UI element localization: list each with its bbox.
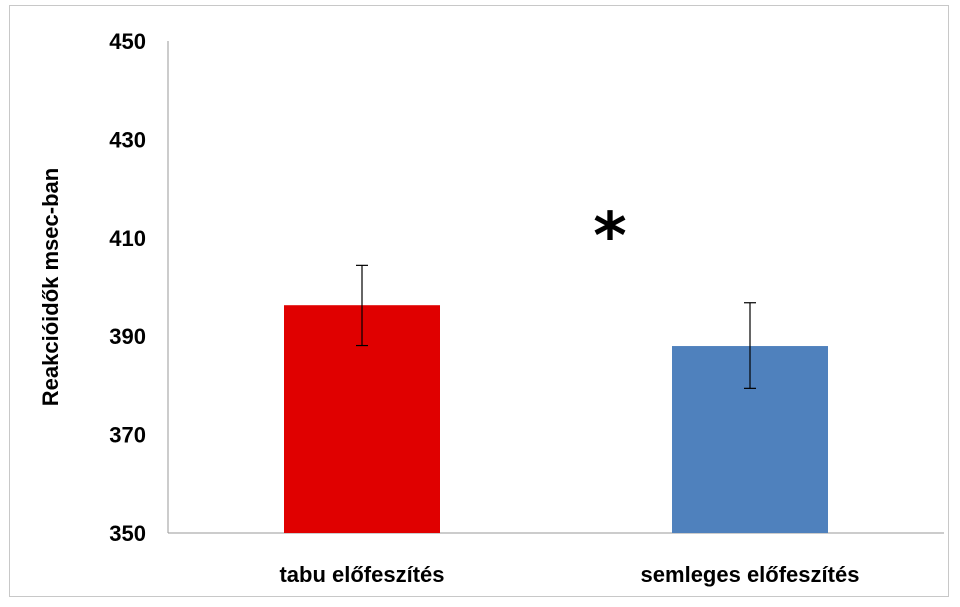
error-bar-1 — [356, 264, 368, 347]
y-tick-label: 410 — [109, 226, 146, 251]
y-tick-label: 370 — [109, 423, 146, 448]
bars — [284, 305, 828, 533]
y-axis-title: Reakcióidők msec-ban — [38, 168, 63, 406]
category-label-2: semleges előfeszítés — [641, 562, 860, 587]
y-tick-label: 450 — [109, 29, 146, 54]
y-tick-label: 350 — [109, 521, 146, 546]
y-tick-label: 390 — [109, 324, 146, 349]
y-tick-label: 430 — [109, 127, 146, 152]
significance-asterisk: * — [593, 200, 626, 274]
category-label-1: tabu előfeszítés — [279, 562, 444, 587]
error-bars — [356, 264, 756, 389]
y-tick-labels: 350 370 390 410 430 450 — [109, 29, 146, 546]
category-labels: tabu előfeszítés semleges előfeszítés — [279, 562, 859, 587]
error-bar-2 — [744, 302, 756, 389]
